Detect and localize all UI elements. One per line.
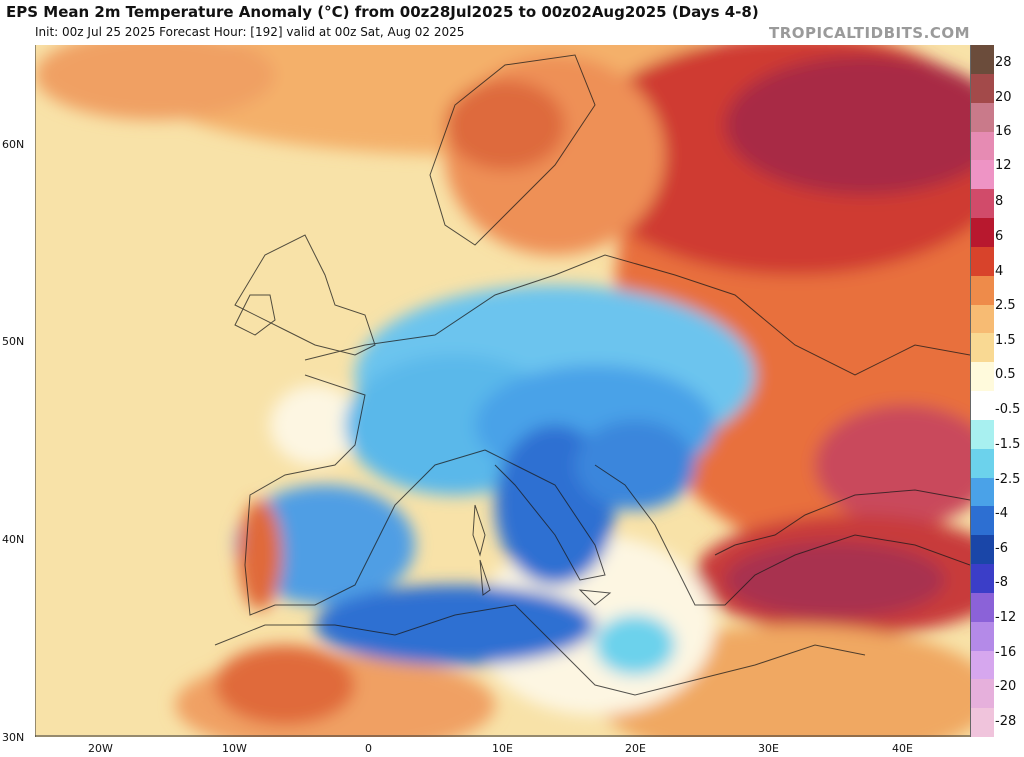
colorbar-label: 0.5	[995, 367, 1016, 382]
chart-subtitle: Init: 00z Jul 25 2025 Forecast Hour: [19…	[35, 25, 465, 39]
colorbar-segment	[971, 218, 994, 248]
colorbar-label: 1.5	[995, 333, 1016, 348]
colorbar-label: -2.5	[995, 472, 1021, 487]
colorbar-label: 6	[995, 229, 1004, 244]
colorbar-segment	[971, 102, 994, 132]
colorbar-segment	[971, 679, 994, 709]
colorbar-segment	[971, 708, 994, 738]
lon-label: 20W	[88, 742, 113, 755]
lat-label: 50N	[2, 335, 25, 348]
colorbar-label: -0.5	[995, 402, 1021, 417]
colorbar-label: 2.5	[995, 298, 1016, 313]
colorbar-label: 8	[995, 194, 1004, 209]
colorbar-segment	[971, 333, 994, 363]
colorbar-segment	[971, 362, 994, 392]
colorbar-label: 20	[995, 90, 1012, 105]
colorbar-segment	[971, 448, 994, 478]
colorbar-segment	[971, 592, 994, 623]
lon-label: 20E	[625, 742, 646, 755]
colorbar-segment	[971, 189, 994, 219]
colorbar-label: -8	[995, 575, 1008, 590]
lon-label: 0	[365, 742, 372, 755]
lon-label: 10W	[222, 742, 247, 755]
lat-label: 60N	[2, 138, 25, 151]
lon-label: 10E	[492, 742, 513, 755]
colorbar-segment	[971, 131, 994, 161]
lon-label: 30E	[758, 742, 779, 755]
colorbar-label: 4	[995, 264, 1004, 279]
map-graphic	[35, 45, 970, 737]
anomaly-map	[35, 45, 970, 737]
colorbar-segment	[971, 506, 994, 536]
coastlines	[214, 54, 970, 696]
colorbar-segment	[971, 477, 994, 507]
colorbar-label: -4	[995, 506, 1008, 521]
colorbar-label: -28	[995, 714, 1017, 729]
lat-label: 40N	[2, 533, 25, 546]
colorbar-segment	[971, 419, 994, 450]
chart-title: EPS Mean 2m Temperature Anomaly (°C) fro…	[6, 3, 759, 21]
colorbar-segment	[971, 535, 994, 565]
colorbar-label: -12	[995, 610, 1017, 625]
colorbar-segment	[971, 304, 994, 334]
colorbar-label: -6	[995, 541, 1008, 556]
colorbar-segment	[971, 650, 994, 680]
colorbar-segment	[971, 45, 994, 75]
colorbar	[970, 45, 994, 738]
colorbar-segment	[971, 621, 994, 651]
colorbar-label: 28	[995, 55, 1012, 70]
colorbar-segment	[971, 160, 994, 190]
colorbar-segment	[971, 73, 994, 104]
colorbar-label: -1.5	[995, 437, 1021, 452]
lon-label: 40E	[892, 742, 913, 755]
colorbar-label: -16	[995, 645, 1017, 660]
colorbar-segment	[971, 246, 994, 277]
colorbar-segment	[971, 391, 994, 421]
colorbar-label: 12	[995, 158, 1012, 173]
colorbar-segment	[971, 564, 994, 594]
colorbar-segment	[971, 275, 994, 305]
colorbar-label: 16	[995, 124, 1012, 139]
watermark: TROPICALTIDBITS.COM	[769, 24, 970, 42]
axis-frame	[35, 45, 970, 737]
colorbar-label: -20	[995, 679, 1017, 694]
lat-label: 30N	[2, 731, 25, 744]
